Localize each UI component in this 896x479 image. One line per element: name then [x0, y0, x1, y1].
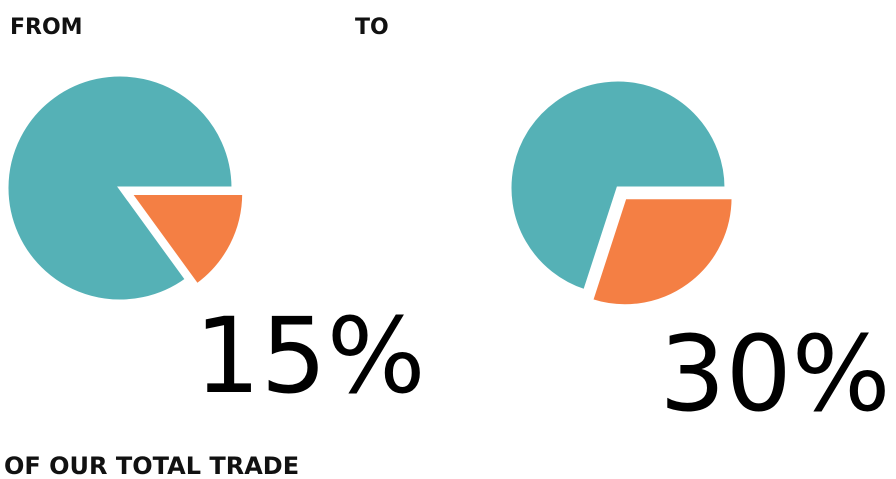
pie-slice: [127, 191, 246, 287]
value-label: 15%: [194, 295, 425, 417]
pie-slice: [5, 73, 235, 303]
chart-title: TO: [355, 15, 389, 40]
chart-title: FROM: [10, 15, 83, 40]
caption: OF OUR TOTAL TRADE: [4, 452, 299, 479]
value-label: 30%: [659, 313, 890, 435]
pie-slice: [589, 196, 735, 308]
pie-slice: [508, 78, 728, 293]
